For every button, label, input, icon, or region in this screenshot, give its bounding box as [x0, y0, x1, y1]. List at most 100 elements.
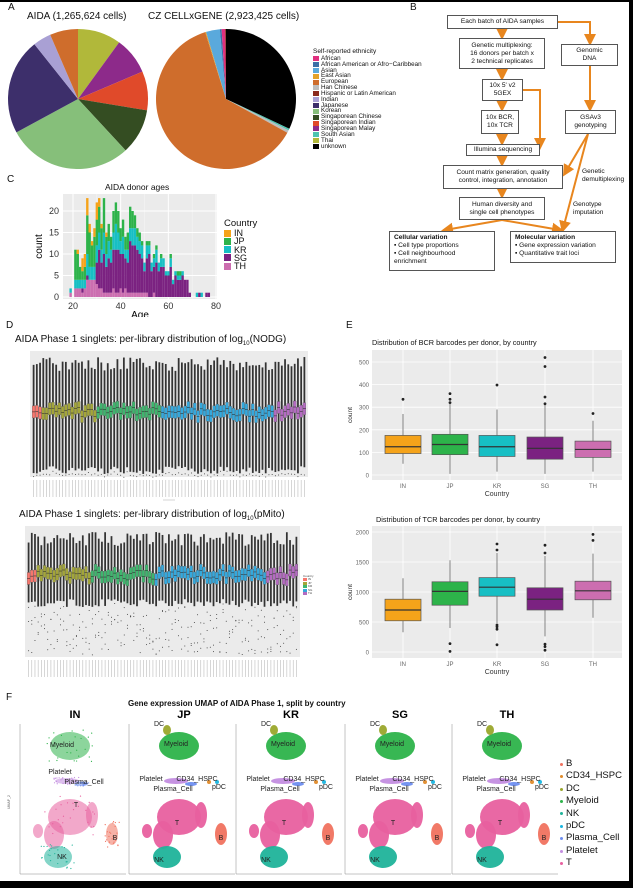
cell-point [73, 760, 75, 762]
outlier-point [260, 636, 262, 638]
barcode-boxplots: 0 100 200 300 400 500 IN JP KR SG TH Country count 0 5… [347, 350, 622, 676]
outlier-point [155, 653, 157, 655]
cluster-pdc [431, 780, 435, 784]
legend-item: Myeloid [560, 795, 622, 807]
outlier-point [278, 474, 280, 476]
outlier-point [228, 633, 230, 635]
outlier-point [194, 474, 196, 476]
outlier-point [200, 474, 202, 476]
outlier-point [276, 610, 278, 612]
outlier-point [203, 622, 205, 624]
cell-point [63, 846, 66, 849]
histogram-bar-KR [179, 275, 182, 280]
outlier-point [146, 644, 148, 646]
cell-point [53, 745, 55, 747]
outlier-point [168, 609, 170, 611]
pie-slice [219, 29, 226, 99]
flow-box-human-diversity: Human diversity and single cell phenotype… [459, 197, 545, 220]
flow-list-item: Gene expression variation [515, 242, 611, 250]
histogram-bar-KR [86, 254, 89, 276]
country-legend: Country IN JP KR SG TH [224, 219, 257, 271]
histogram-bar-KR [169, 258, 172, 267]
histogram-bar-JP [138, 232, 141, 242]
cluster-cd34_hspc [207, 780, 211, 784]
outlier-point [241, 619, 243, 621]
pie-slice [226, 99, 290, 131]
cluster-label: DC [477, 721, 487, 728]
cell-point [70, 752, 72, 754]
outlier-point [63, 620, 65, 622]
outlier-point [139, 652, 141, 654]
outlier-point [495, 643, 499, 647]
outlier-point [255, 474, 257, 476]
outlier-point [165, 639, 167, 641]
cluster-plasma_cell [292, 782, 304, 786]
legend-item: Singaporean Indian [313, 120, 422, 126]
outlier-point [213, 474, 215, 476]
flow-text: 10x BCR, [485, 114, 515, 121]
outlier-point [110, 623, 112, 625]
outlier-point [232, 616, 234, 618]
histogram-bar-KR [138, 241, 141, 254]
cell-point [71, 777, 73, 779]
outlier-point [117, 639, 119, 641]
legend-label: SG [234, 252, 248, 263]
histogram-bar-TH [100, 288, 103, 297]
outlier-point [209, 620, 211, 622]
outlier-point [174, 619, 176, 621]
histogram-bar-JP [114, 202, 118, 224]
flow-text: 10x 5' v2 [489, 82, 516, 89]
legend-swatch [303, 578, 307, 582]
legend-label: pDC [566, 820, 586, 832]
outlier-point [88, 610, 90, 612]
outlier-point [72, 647, 74, 649]
cell-point [111, 838, 113, 840]
legend-item: CD34_HSPC [560, 770, 622, 782]
cell-point [62, 822, 64, 824]
histogram-bar-JP [169, 254, 172, 259]
legend-label: DC [566, 782, 580, 794]
outlier-point [155, 475, 157, 477]
cellxgene-pie-title: CZ CELLxGENE (2,923,425 cells) [148, 11, 300, 22]
histogram-bar-SG [145, 258, 149, 293]
outlier-point [129, 474, 131, 476]
panel-letter-b: B [410, 2, 417, 13]
outlier-point [222, 609, 224, 611]
cluster-label: NK [261, 857, 271, 864]
umap-title: Gene expression UMAP of AIDA Phase 1, sp… [128, 699, 346, 708]
cell-point [77, 781, 79, 783]
outlier-point [229, 474, 231, 476]
histogram-bar-JP [124, 236, 127, 250]
histogram-bar-KR [114, 223, 118, 250]
outlier-point [126, 471, 128, 473]
histogram-bar-KR [157, 262, 160, 272]
outlier-point [33, 476, 35, 478]
outlier-point [56, 640, 58, 642]
histogram-bar-JP [121, 219, 125, 237]
outlier-point [184, 645, 186, 647]
cell-point [82, 785, 85, 787]
pie-slice [78, 42, 143, 99]
outlier-point [495, 625, 499, 629]
cell-point [77, 785, 79, 787]
y-axis-label: count [347, 407, 354, 423]
outlier-point [248, 650, 250, 652]
outlier-point [543, 543, 547, 547]
histogram-bar-KR [140, 245, 144, 259]
histogram-bar-IN [86, 198, 89, 216]
cell-point [60, 779, 62, 781]
cell-point [91, 745, 93, 747]
outlier-point [281, 473, 283, 475]
outlier-point [225, 620, 227, 622]
outlier-point [284, 473, 286, 475]
aida-pie [7, 29, 149, 169]
outlier-point [286, 638, 288, 640]
histogram-bar-TH [114, 292, 118, 297]
outlier-point [152, 476, 154, 478]
outlier-point [257, 615, 259, 617]
y-axis-label: count [34, 234, 45, 259]
legend-label: JP [234, 236, 245, 247]
cluster-label: Myeloid [164, 741, 188, 748]
cluster-label: DC [261, 721, 271, 728]
nodg-title: AIDA Phase 1 singlets: per-library distr… [15, 334, 287, 347]
